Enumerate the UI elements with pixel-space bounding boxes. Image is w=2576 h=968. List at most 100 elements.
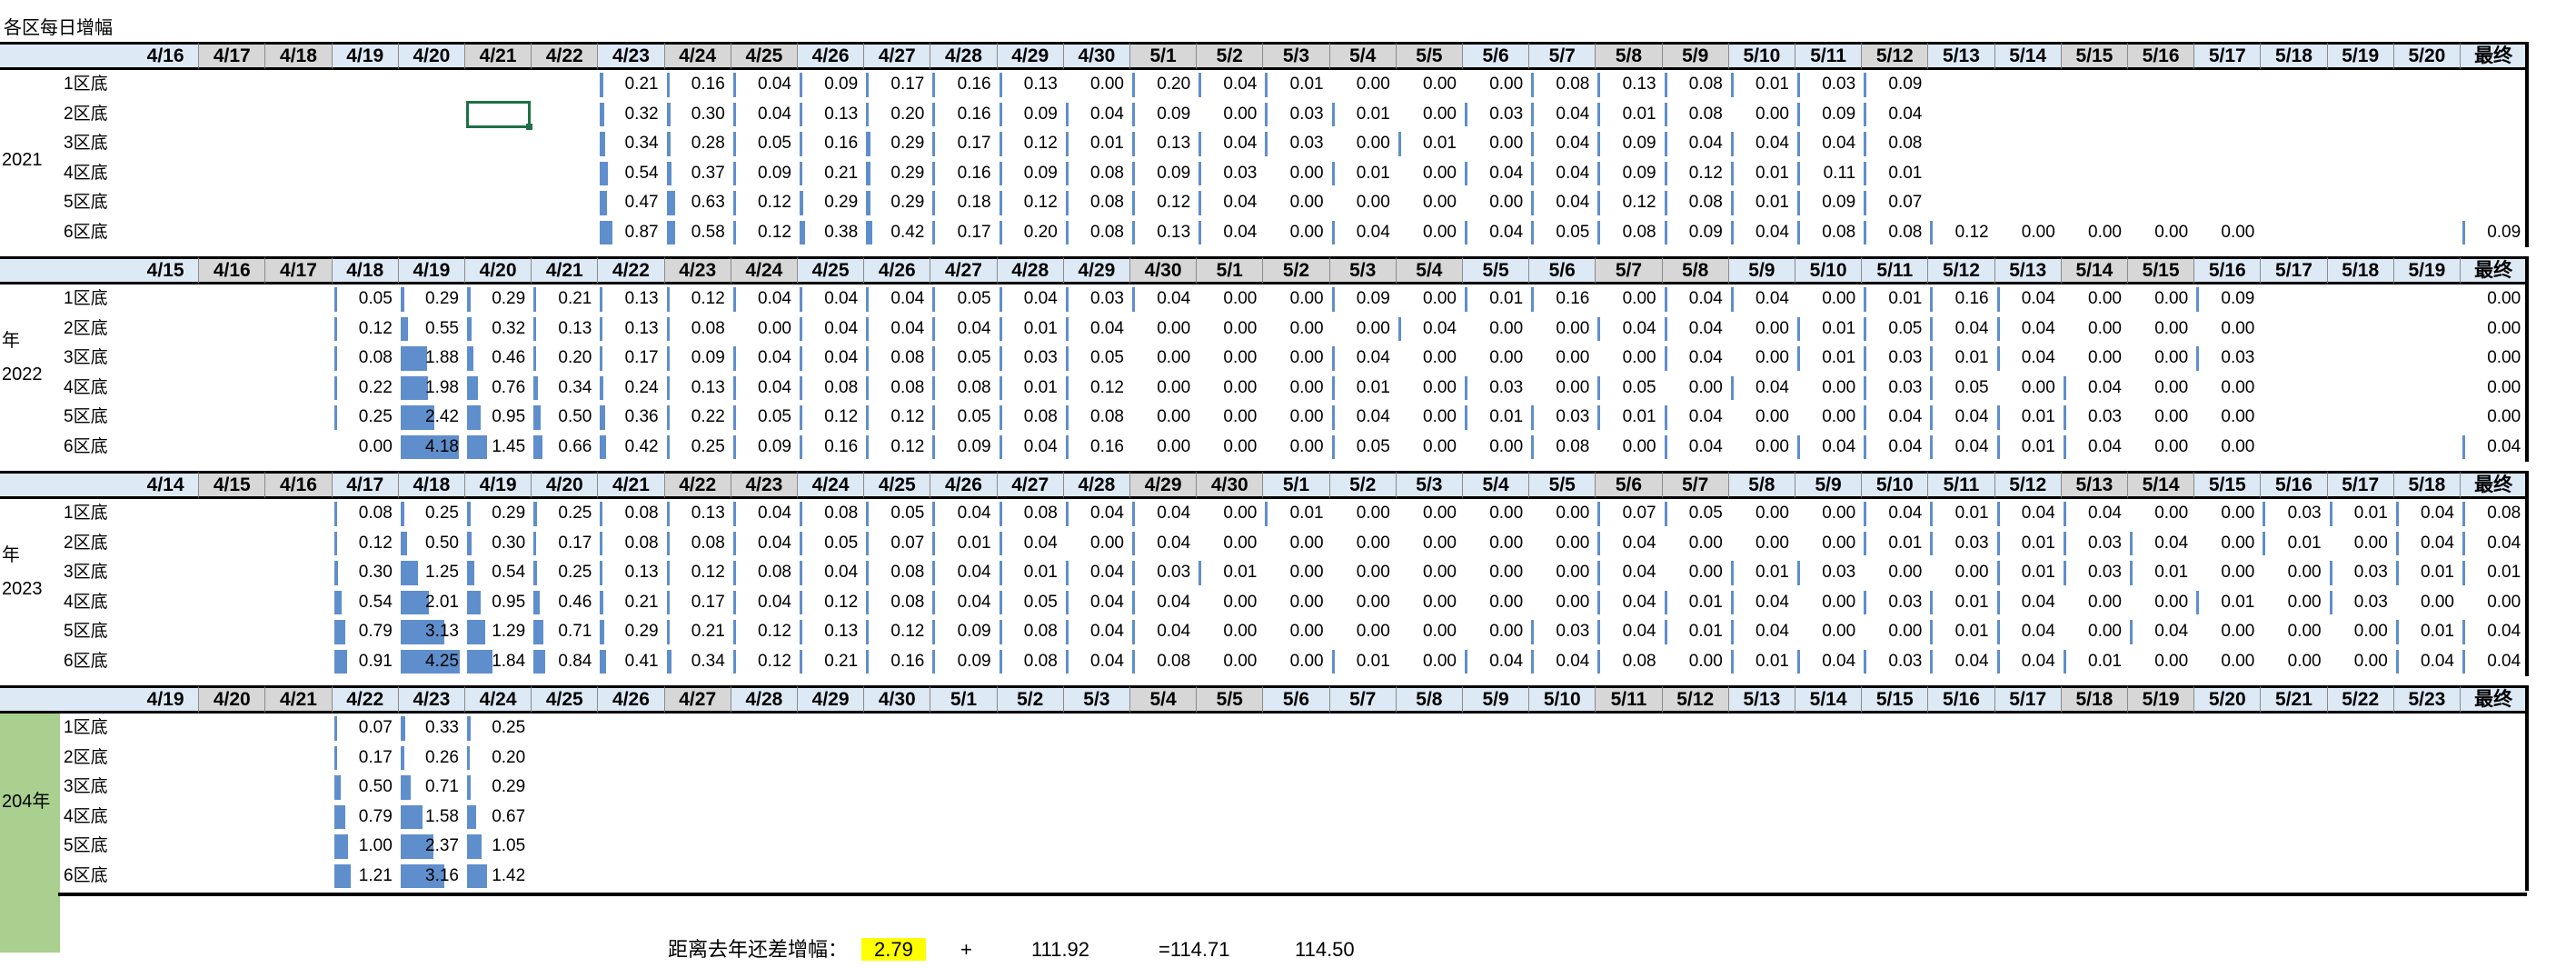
value-cell[interactable]: 0.03 [2088,407,2122,426]
value-cell[interactable]: 0.08 [358,348,393,367]
value-cell[interactable]: 0.04 [1688,348,1723,367]
value-cell[interactable]: 0.28 [691,134,725,153]
value-cell[interactable]: 0.04 [1755,592,1789,612]
value-cell[interactable]: 0.09 [1622,163,1656,183]
value-cell[interactable]: 0.00 [2154,377,2189,397]
value-cell[interactable]: 0.09 [957,622,991,641]
date-header[interactable]: 5/9 [1728,256,1795,284]
value-cell[interactable]: 0.34 [624,134,659,153]
date-header[interactable]: 4/16 [265,471,333,499]
value-cell[interactable]: 0.04 [1622,533,1656,553]
value-cell[interactable]: 0.04 [2021,504,2055,523]
value-cell[interactable]: 0.01 [1023,563,1058,582]
value-cell[interactable]: 0.17 [558,533,592,553]
value-cell[interactable]: 4.25 [425,651,459,671]
value-cell[interactable]: 0.01 [2021,563,2055,582]
date-header[interactable]: 4/14 [133,471,200,499]
value-cell[interactable]: 0.00 [1489,533,1524,553]
date-header[interactable]: 5/15 [1862,685,1929,714]
date-header[interactable]: 4/17 [332,471,399,499]
value-cell[interactable]: 0.00 [1556,318,1590,338]
value-cell[interactable]: 0.04 [1489,222,1524,242]
value-cell[interactable]: 0.54 [624,163,659,183]
value-cell[interactable]: 0.20 [558,348,592,367]
value-cell[interactable]: 0.04 [824,318,859,338]
year-label[interactable]: 2022年 [2,364,43,565]
date-header[interactable]: 4/18 [332,256,399,284]
district-label[interactable]: 5区底 [64,836,108,855]
value-cell[interactable]: 0.01 [2021,533,2055,553]
value-cell[interactable]: 0.04 [1090,318,1124,338]
value-cell[interactable]: 0.00 [1755,104,1789,124]
value-cell[interactable]: 0.00 [1289,193,1324,212]
value-cell[interactable]: 0.00 [1423,222,1457,242]
value-cell[interactable]: 0.09 [957,651,991,671]
date-header[interactable]: 5/18 [2393,471,2461,499]
value-cell[interactable]: 0.09 [1023,163,1058,183]
value-cell[interactable]: 0.00 [1755,407,1789,426]
value-cell[interactable]: 0.09 [1888,75,1923,94]
value-cell[interactable]: 0.04 [1157,533,1191,553]
value-cell[interactable]: 0.13 [624,289,659,308]
value-cell[interactable]: 0.04 [1157,622,1191,641]
value-cell[interactable]: 0.04 [2021,592,2055,612]
value-cell[interactable]: 0.04 [1822,134,1856,153]
date-header[interactable]: 4/21 [265,685,333,714]
value-cell[interactable]: 0.04 [1023,533,1058,553]
value-cell[interactable]: 0.03 [1090,289,1124,308]
district-label[interactable]: 2区底 [64,318,108,338]
district-label[interactable]: 4区底 [64,163,108,183]
value-cell[interactable]: 0.29 [425,289,459,308]
value-cell[interactable]: 0.66 [558,436,592,456]
value-cell[interactable]: 0.01 [2287,533,2322,553]
date-header[interactable]: 4/30 [864,685,931,714]
value-cell[interactable]: 0.09 [1688,222,1723,242]
district-label[interactable]: 3区底 [64,348,108,367]
value-cell[interactable]: 0.00 [1289,377,1324,397]
value-cell[interactable]: 0.03 [2287,504,2322,523]
value-cell[interactable]: 0.04 [1556,104,1590,124]
value-cell[interactable]: 0.04 [758,104,791,124]
date-header[interactable]: 4/25 [532,685,599,714]
value-cell[interactable]: 0.08 [624,504,659,523]
date-header[interactable]: 5/4 [1329,42,1397,70]
value-cell[interactable]: 0.04 [1755,222,1789,242]
value-cell[interactable]: 0.01 [1888,533,1923,553]
value-cell[interactable]: 0.13 [691,504,725,523]
value-cell[interactable]: 0.04 [2088,436,2122,456]
value-cell[interactable]: 0.12 [758,222,791,242]
date-header[interactable]: 5/5 [1529,471,1596,499]
value-cell[interactable]: 0.16 [824,436,859,456]
value-cell[interactable]: 0.21 [624,592,659,612]
value-cell[interactable]: 0.08 [1688,75,1723,94]
value-cell[interactable]: 0.04 [2421,533,2454,553]
value-cell[interactable]: 0.00 [2154,348,2189,367]
date-header[interactable]: 4/21 [598,471,665,499]
value-cell[interactable]: 0.32 [492,318,526,338]
value-cell[interactable]: 0.00 [1157,377,1191,397]
value-cell[interactable]: 0.04 [2421,651,2454,671]
value-cell[interactable]: 0.08 [1556,436,1590,456]
value-cell[interactable]: 0.07 [1888,193,1923,212]
date-header[interactable]: 5/6 [1463,42,1530,70]
date-header[interactable]: 5/7 [1329,685,1397,714]
date-header[interactable]: 4/28 [997,256,1064,284]
value-cell[interactable]: 0.08 [1090,222,1124,242]
value-cell[interactable]: 0.00 [1755,436,1789,456]
value-cell[interactable]: 0.04 [1688,436,1723,456]
date-header[interactable]: 5/10 [1795,256,1863,284]
date-header[interactable]: 5/10 [1862,471,1929,499]
value-cell[interactable]: 0.00 [2088,348,2122,367]
value-cell[interactable]: 0.01 [1289,75,1324,94]
value-cell[interactable]: 0.36 [624,407,659,426]
value-cell[interactable]: 0.16 [957,163,991,183]
date-header[interactable]: 4/24 [731,256,798,284]
value-cell[interactable]: 0.00 [2154,407,2189,426]
date-header[interactable]: 4/19 [398,256,465,284]
date-header[interactable]: 5/8 [1662,256,1729,284]
value-cell[interactable]: 0.00 [1688,533,1723,553]
value-cell[interactable]: 0.21 [691,622,725,641]
value-cell[interactable]: 0.00 [1356,533,1390,553]
value-cell[interactable]: 0.63 [691,193,725,212]
value-cell[interactable]: 1.45 [492,436,526,456]
